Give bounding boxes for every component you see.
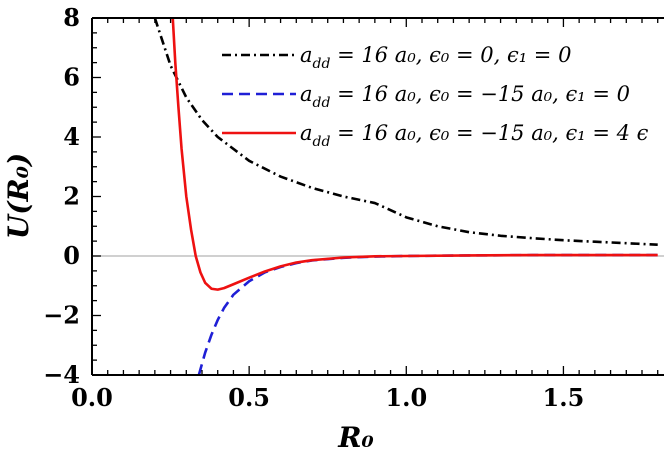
series-line-2 — [197, 253, 658, 375]
y-tick-label: 4 — [63, 122, 80, 151]
series-line-3 — [171, 18, 658, 291]
legend-label-3: add = 16 a₀, ϵ₀ = −15 a₀, ϵ₁ = 4 ϵ — [300, 121, 649, 150]
x-tick-label: 0.5 — [228, 383, 270, 412]
frame-layer — [91, 17, 664, 376]
x-tick-label: 1.0 — [385, 383, 427, 412]
y-tick-label: −4 — [43, 360, 80, 389]
legend-label-1: add = 16 a₀, ϵ₀ = 0, ϵ₁ = 0 — [300, 43, 571, 72]
y-axis-title: U(R₀) — [2, 153, 35, 239]
y-tick-label: 6 — [63, 63, 80, 92]
x-tick-label: 1.5 — [543, 383, 585, 412]
y-tick-label: 0 — [63, 241, 80, 270]
curves-layer — [92, 18, 664, 375]
y-tick-label: 8 — [63, 3, 80, 32]
ticks-layer: 0.0 0.5 1.0 1.5 −4 −2 0 2 4 6 8 — [43, 3, 659, 412]
y-tick-label: 2 — [63, 182, 80, 211]
series-line-1 — [153, 18, 658, 246]
legend-label-2: add = 16 a₀, ϵ₀ = −15 a₀, ϵ₁ = 0 — [300, 82, 630, 111]
x-axis-title: R₀ — [337, 421, 374, 454]
x-tick-label: 0.0 — [71, 383, 113, 412]
y-tick-label: −2 — [43, 301, 80, 330]
legend: add = 16 a₀, ϵ₀ = 0, ϵ₁ = 0 add = 16 a₀, … — [222, 43, 649, 150]
